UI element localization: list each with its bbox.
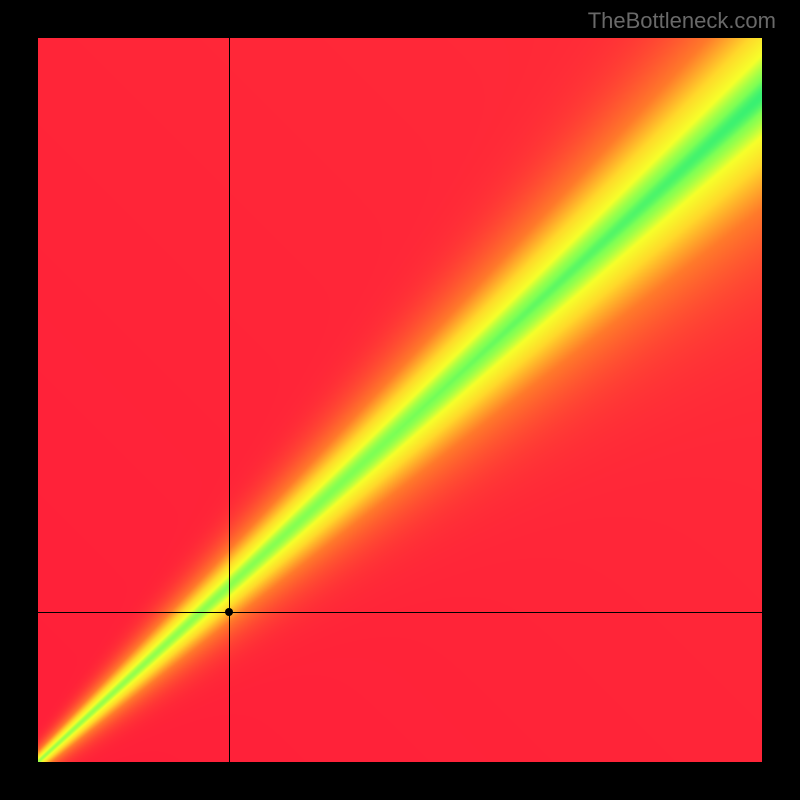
crosshair-vertical	[229, 38, 230, 762]
heatmap-plot	[38, 38, 762, 762]
heatmap-canvas	[38, 38, 762, 762]
crosshair-horizontal	[38, 612, 762, 613]
marker-point	[225, 608, 233, 616]
watermark: TheBottleneck.com	[588, 8, 776, 34]
